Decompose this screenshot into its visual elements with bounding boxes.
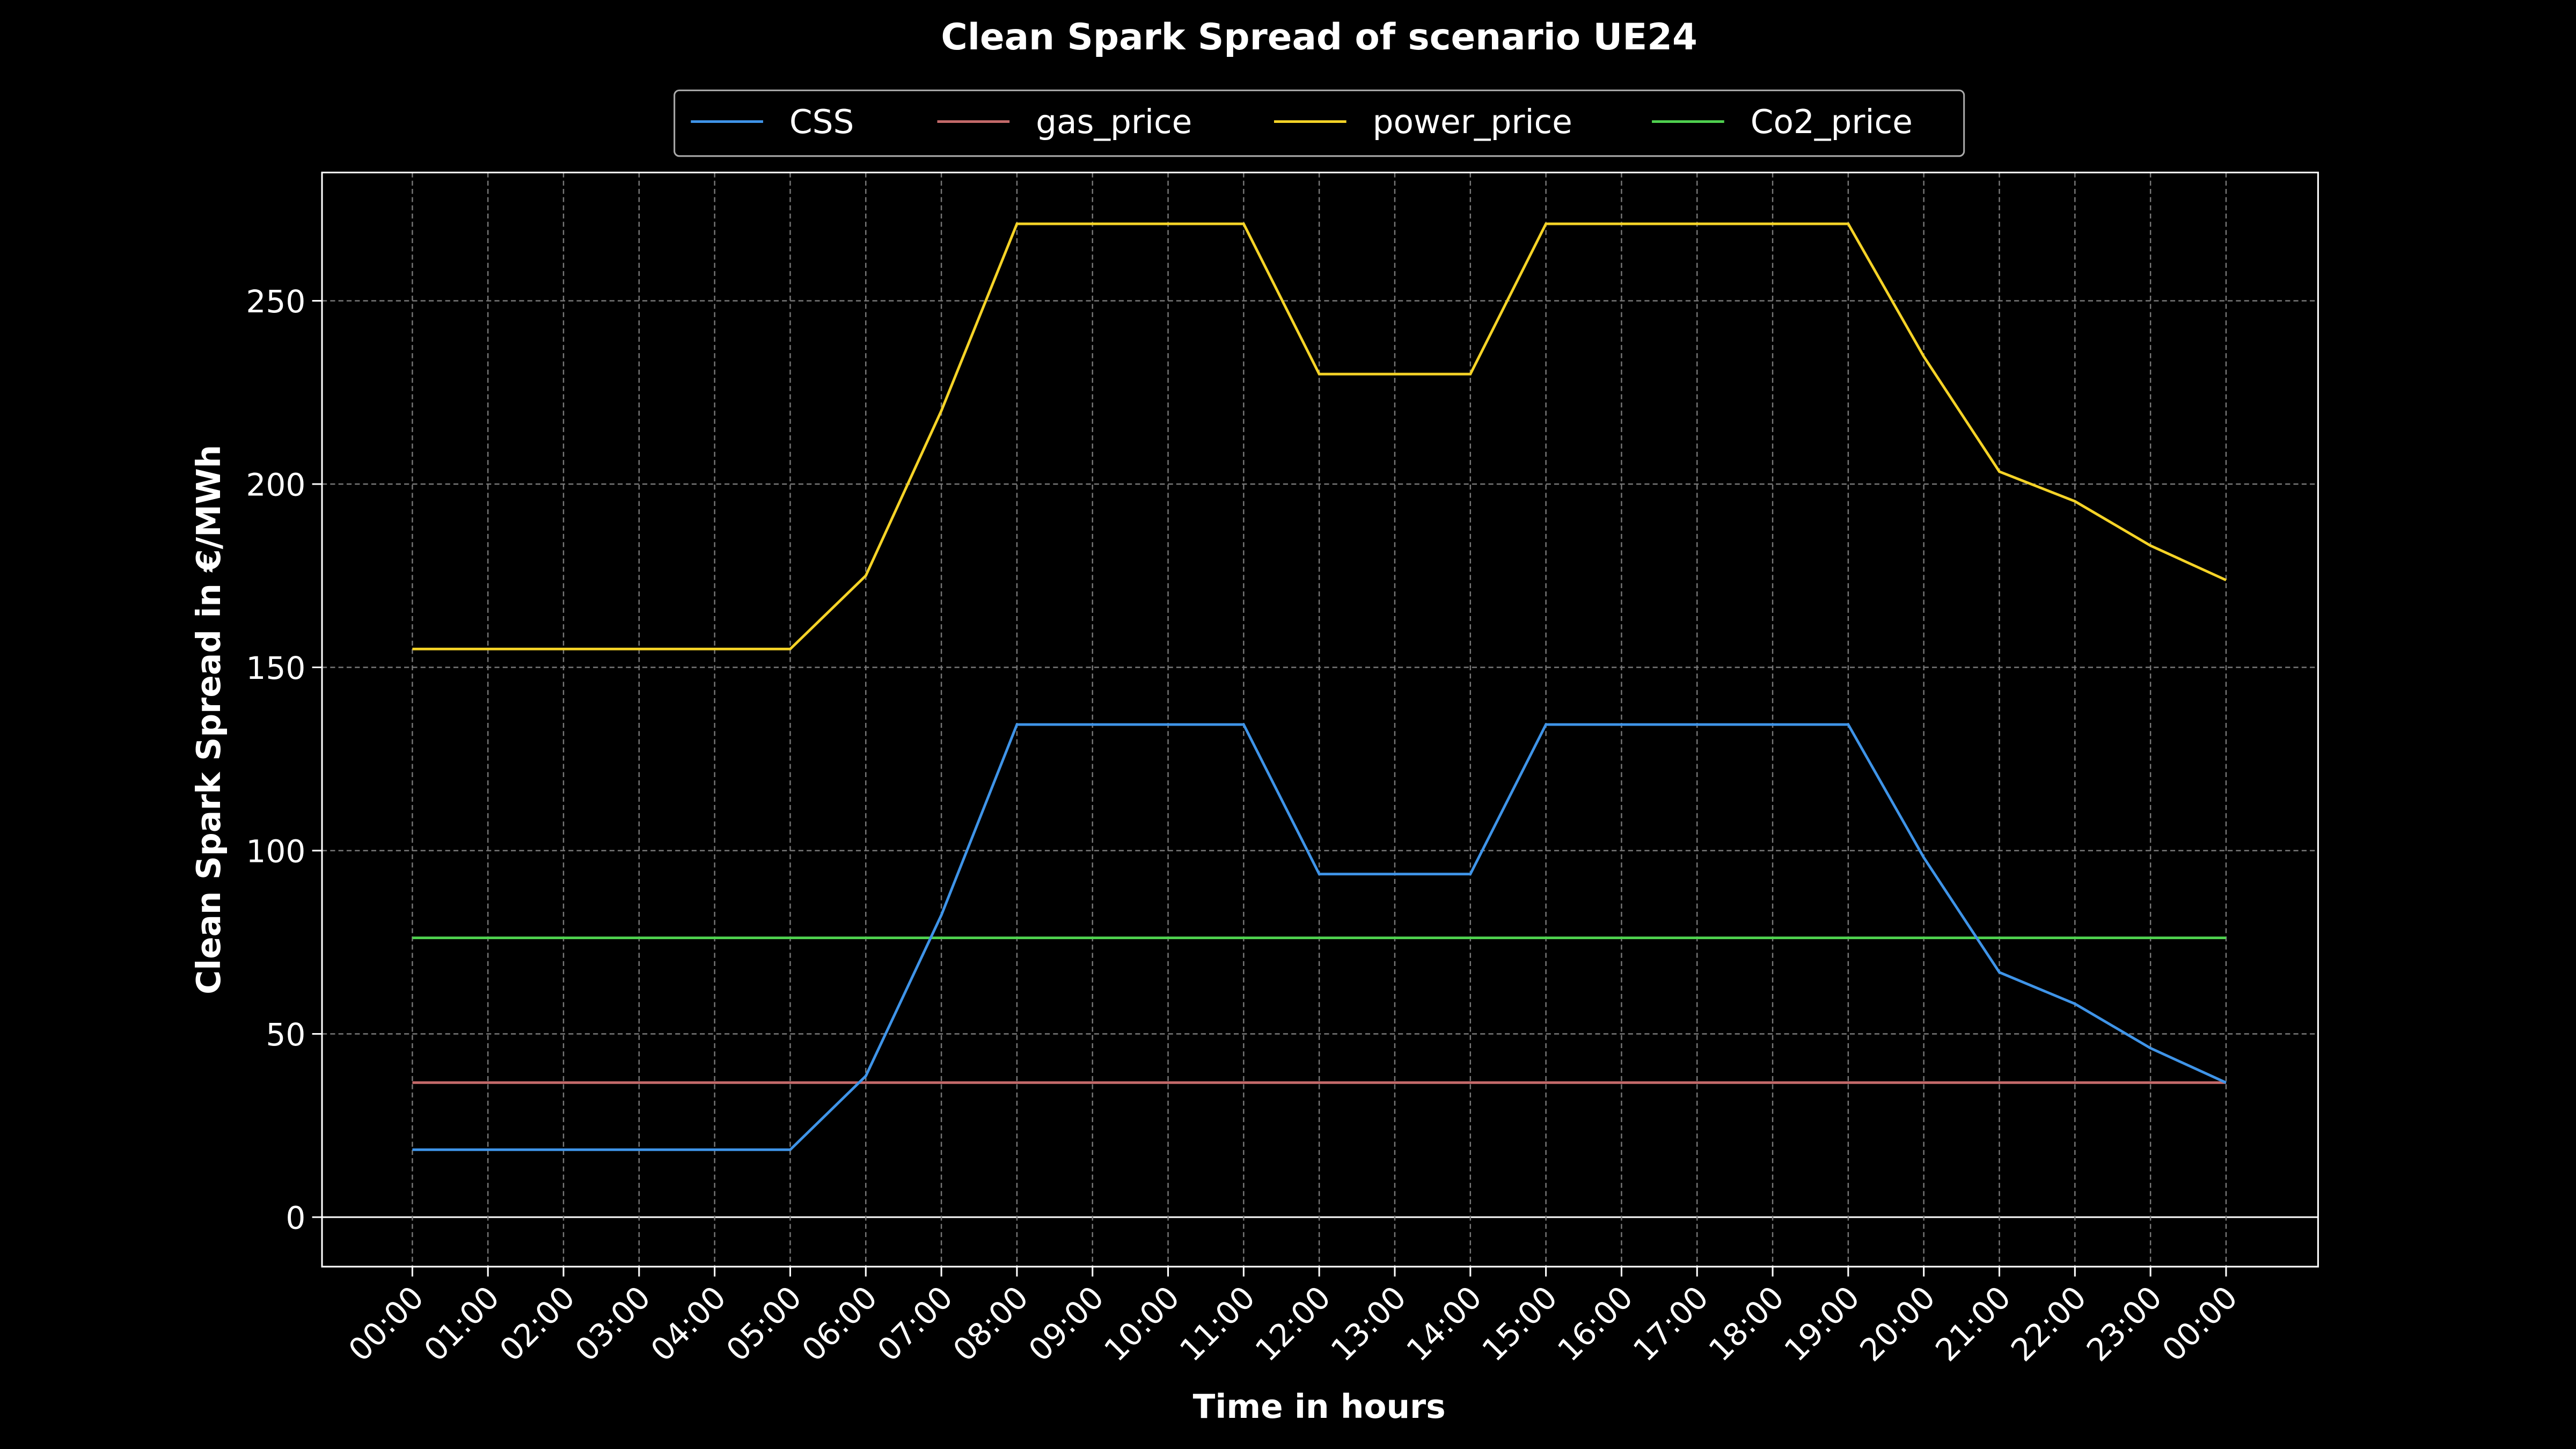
chart-title: Clean Spark Spread of scenario UE24	[941, 16, 1697, 58]
data-line	[412, 723, 2227, 1151]
y-tick-label: 100	[246, 833, 305, 869]
y-tick-label: 200	[246, 466, 305, 503]
y-tick-label: 150	[246, 650, 305, 686]
plot-frame	[321, 171, 2319, 1268]
y-tick-label: 0	[286, 1199, 305, 1236]
legend-label: Co2_price	[1751, 103, 1913, 141]
data-line	[412, 222, 2227, 650]
y-tick-label: 50	[266, 1016, 305, 1053]
y-axis-label: Clean Spark Spread in €/MWh	[190, 445, 228, 994]
x-axis-label: Time in hours	[1193, 1388, 1446, 1426]
legend-label: power_price	[1373, 103, 1572, 141]
y-tick-label: 250	[246, 283, 305, 320]
legend-box	[674, 89, 1965, 157]
legend-label: gas_price	[1036, 103, 1192, 141]
legend-label: CSS	[789, 103, 854, 141]
